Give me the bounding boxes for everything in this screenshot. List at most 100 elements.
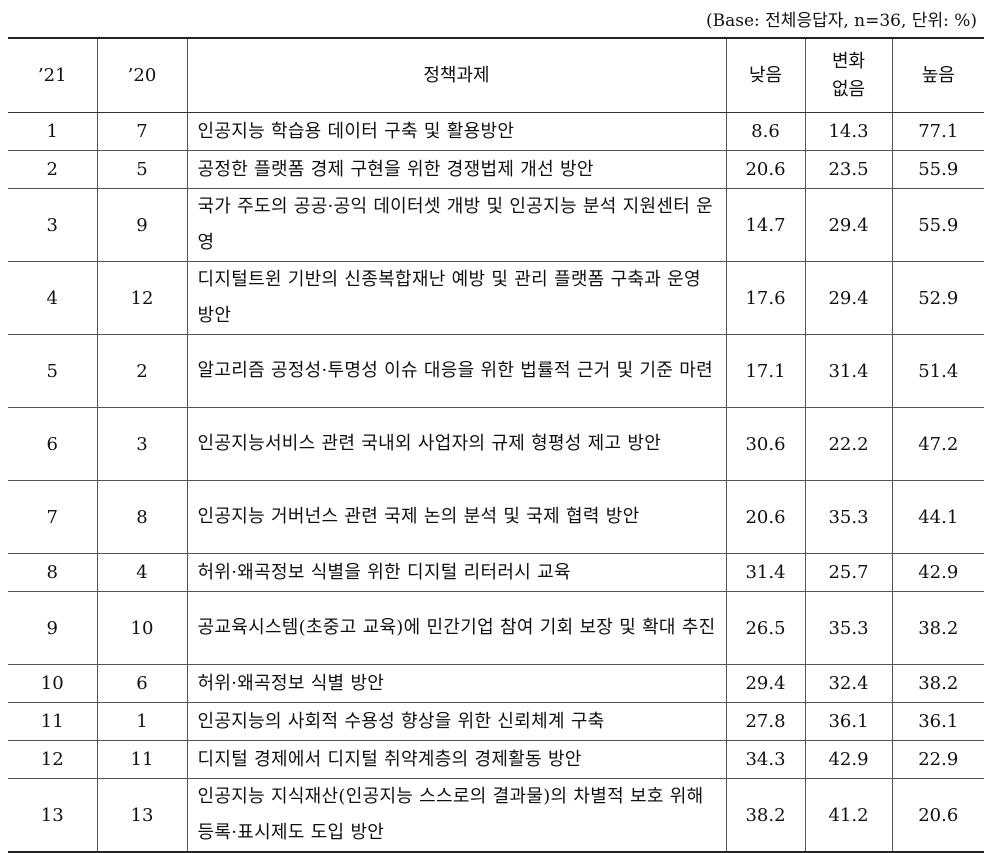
low-value: 34.3 xyxy=(725,740,805,779)
policy-task: 공정한 플랫폼 경제 구현을 위한 경쟁법제 개선 방안 xyxy=(186,150,726,189)
no-change-value: 32.4 xyxy=(804,664,892,703)
low-value: 8.6 xyxy=(725,112,805,151)
rank-2021: 3 xyxy=(8,188,97,262)
table-row: 1 7 인공지능 학습용 데이터 구축 및 활용방안 8.6 14.3 77.1 xyxy=(8,112,984,151)
high-value: 20.6 xyxy=(891,778,984,853)
rank-2021: 6 xyxy=(8,407,97,481)
header-rank-2021: ’21 xyxy=(8,38,97,113)
rank-2020: 6 xyxy=(96,664,187,703)
high-value: 44.1 xyxy=(891,480,984,554)
low-value: 30.6 xyxy=(725,407,805,481)
low-value: 31.4 xyxy=(725,553,805,592)
rank-2021: 2 xyxy=(8,150,97,189)
rank-2021: 13 xyxy=(8,778,97,853)
no-change-value: 36.1 xyxy=(804,702,892,741)
table-row: 8 4 허위·왜곡정보 식별을 위한 디지털 리터러시 교육 31.4 25.7… xyxy=(8,553,984,592)
policy-task: 국가 주도의 공공·공익 데이터셋 개방 및 인공지능 분석 지원센터 운영 xyxy=(186,188,726,262)
no-change-value: 23.5 xyxy=(804,150,892,189)
policy-task: 공교육시스템(초중고 교육)에 민간기업 참여 기회 보장 및 확대 추진 xyxy=(186,591,726,665)
table-row: 6 3 인공지능서비스 관련 국내외 사업자의 규제 형평성 제고 방안 30.… xyxy=(8,407,984,481)
no-change-value: 29.4 xyxy=(804,188,892,262)
low-value: 26.5 xyxy=(725,591,805,665)
rank-2021: 8 xyxy=(8,553,97,592)
table-row: 12 11 디지털 경제에서 디지털 취약계층의 경제활동 방안 34.3 42… xyxy=(8,740,984,779)
low-value: 20.6 xyxy=(725,150,805,189)
rank-2021: 1 xyxy=(8,112,97,151)
rank-2020: 1 xyxy=(96,702,187,741)
rank-2020: 3 xyxy=(96,407,187,481)
no-change-value: 41.2 xyxy=(804,778,892,853)
rank-2020: 7 xyxy=(96,112,187,151)
high-value: 38.2 xyxy=(891,664,984,703)
policy-task: 허위·왜곡정보 식별을 위한 디지털 리터러시 교육 xyxy=(186,553,726,592)
no-change-value: 14.3 xyxy=(804,112,892,151)
high-value: 55.9 xyxy=(891,150,984,189)
no-change-value: 31.4 xyxy=(804,334,892,408)
policy-task: 인공지능 거버넌스 관련 국제 논의 분석 및 국제 협력 방안 xyxy=(186,480,726,554)
high-value: 55.9 xyxy=(891,188,984,262)
table-row: 11 1 인공지능의 사회적 수용성 향상을 위한 신뢰체계 구축 27.8 3… xyxy=(8,702,984,741)
high-value: 42.9 xyxy=(891,553,984,592)
rank-2020: 9 xyxy=(96,188,187,262)
low-value: 14.7 xyxy=(725,188,805,262)
rank-2021: 12 xyxy=(8,740,97,779)
policy-task: 인공지능 학습용 데이터 구축 및 활용방안 xyxy=(186,112,726,151)
high-value: 47.2 xyxy=(891,407,984,481)
table-row: 7 8 인공지능 거버넌스 관련 국제 논의 분석 및 국제 협력 방안 20.… xyxy=(8,480,984,554)
no-change-value: 35.3 xyxy=(804,480,892,554)
policy-task: 인공지능의 사회적 수용성 향상을 위한 신뢰체계 구축 xyxy=(186,702,726,741)
rank-2020: 4 xyxy=(96,553,187,592)
no-change-value: 35.3 xyxy=(804,591,892,665)
rank-2021: 11 xyxy=(8,702,97,741)
high-value: 22.9 xyxy=(891,740,984,779)
low-value: 17.6 xyxy=(725,261,805,335)
rank-2020: 13 xyxy=(96,778,187,853)
header-low: 낮음 xyxy=(725,38,805,113)
high-value: 38.2 xyxy=(891,591,984,665)
base-note: (Base: 전체응답자, n=36, 단위: %) xyxy=(705,11,977,31)
policy-task: 디지털 경제에서 디지털 취약계층의 경제활동 방안 xyxy=(186,740,726,779)
table-row: 3 9 국가 주도의 공공·공익 데이터셋 개방 및 인공지능 분석 지원센터 … xyxy=(8,188,984,262)
rank-2020: 5 xyxy=(96,150,187,189)
high-value: 51.4 xyxy=(891,334,984,408)
policy-task: 허위·왜곡정보 식별 방안 xyxy=(186,664,726,703)
table-row: 13 13 인공지능 지식재산(인공지능 스스로의 결과물)의 차별적 보호 위… xyxy=(8,778,984,853)
high-value: 77.1 xyxy=(891,112,984,151)
rank-2020: 11 xyxy=(96,740,187,779)
high-value: 52.9 xyxy=(891,261,984,335)
policy-task: 인공지능서비스 관련 국내외 사업자의 규제 형평성 제고 방안 xyxy=(186,407,726,481)
rank-2021: 7 xyxy=(8,480,97,554)
table-row: 2 5 공정한 플랫폼 경제 구현을 위한 경쟁법제 개선 방안 20.6 23… xyxy=(8,150,984,189)
no-change-value: 42.9 xyxy=(804,740,892,779)
low-value: 27.8 xyxy=(725,702,805,741)
rank-2021: 9 xyxy=(8,591,97,665)
rank-2020: 12 xyxy=(96,261,187,335)
table-row: 4 12 디지털트윈 기반의 신종복합재난 예방 및 관리 플랫폼 구축과 운영… xyxy=(8,261,984,335)
header-policy-task: 정책과제 xyxy=(186,38,726,113)
low-value: 17.1 xyxy=(725,334,805,408)
policy-task: 디지털트윈 기반의 신종복합재난 예방 및 관리 플랫폼 구축과 운영 방안 xyxy=(186,261,726,335)
policy-task: 인공지능 지식재산(인공지능 스스로의 결과물)의 차별적 보호 위해 등록·표… xyxy=(186,778,726,853)
rank-2020: 2 xyxy=(96,334,187,408)
rank-2021: 10 xyxy=(8,664,97,703)
high-value: 36.1 xyxy=(891,702,984,741)
no-change-value: 25.7 xyxy=(804,553,892,592)
rank-2020: 10 xyxy=(96,591,187,665)
low-value: 29.4 xyxy=(725,664,805,703)
table-row: 9 10 공교육시스템(초중고 교육)에 민간기업 참여 기회 보장 및 확대 … xyxy=(8,591,984,665)
header-no-change-line1: 변화 xyxy=(831,50,866,72)
rank-2020: 8 xyxy=(96,480,187,554)
header-high: 높음 xyxy=(891,38,984,113)
header-rank-2020: ’20 xyxy=(96,38,187,113)
table-row: 5 2 알고리즘 공정성·투명성 이슈 대응을 위한 법률적 근거 및 기준 마… xyxy=(8,334,984,408)
header-no-change-line2: 없음 xyxy=(831,78,866,100)
low-value: 20.6 xyxy=(725,480,805,554)
low-value: 38.2 xyxy=(725,778,805,853)
rank-2021: 5 xyxy=(8,334,97,408)
table-row: 10 6 허위·왜곡정보 식별 방안 29.4 32.4 38.2 xyxy=(8,664,984,703)
policy-task: 알고리즘 공정성·투명성 이슈 대응을 위한 법률적 근거 및 기준 마련 xyxy=(186,334,726,408)
rank-2021: 4 xyxy=(8,261,97,335)
